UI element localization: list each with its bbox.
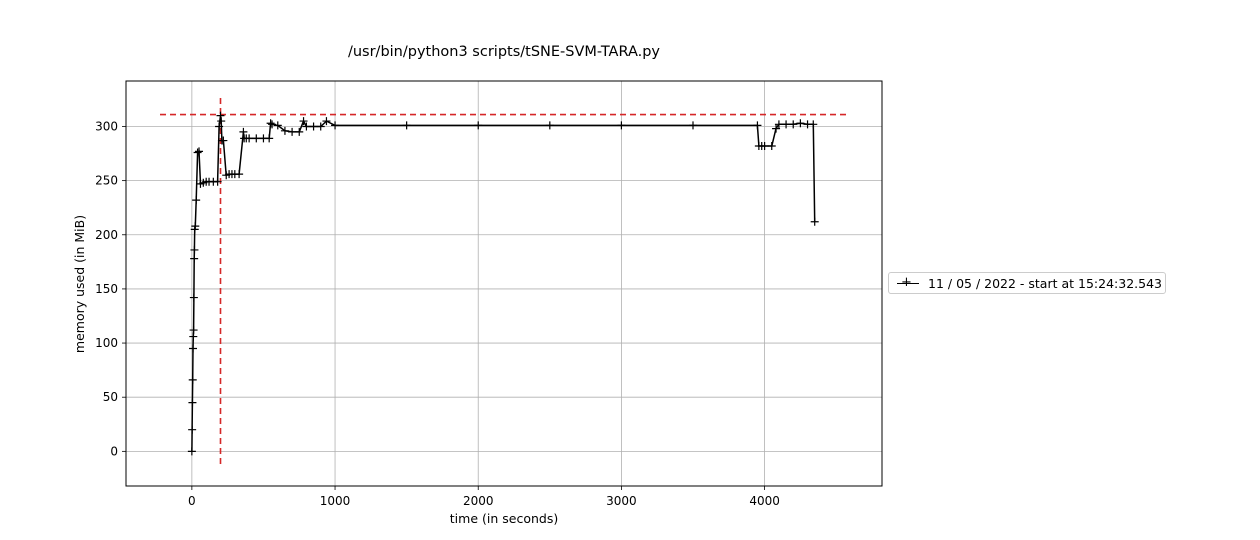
data-point-marker [309,122,318,131]
data-point-marker [295,127,304,136]
data-point-marker [316,122,325,131]
data-point-marker [213,177,222,186]
data-point-marker [195,147,204,156]
x-tick-label: 3000 [606,494,637,508]
y-tick-label: 150 [95,282,118,296]
data-point-marker [689,121,697,130]
y-axis: 0 50 100 150 200 250 300 [95,119,126,458]
x-tick-label: 1000 [320,494,351,508]
x-tick-label: 4000 [749,494,780,508]
data-point-marker [265,134,274,143]
data-point-marker [302,122,311,131]
data-point-marker [215,122,224,131]
data-point-marker [273,121,282,130]
legend-plus-marker-icon: + [901,275,912,290]
data-point-marker [188,398,197,407]
data-point-marker [268,120,277,129]
series-line [191,115,816,452]
data-point-marker [810,217,819,226]
data-point-marker [187,447,196,456]
data-point-marker [189,293,198,302]
data-point-marker [189,344,198,353]
data-point-marker [280,126,289,135]
y-tick-label: 200 [95,228,118,242]
data-point-marker [190,245,199,254]
data-point-marker [217,117,226,126]
data-point-marker [474,121,483,130]
x-axis: 0 1000 2000 3000 4000 [188,486,780,508]
x-tick-label: 2000 [463,494,494,508]
data-point-marker [216,111,225,120]
data-point-marker [299,117,308,126]
data-point-marker [239,127,248,136]
data-point-marker [192,196,201,205]
data-point-marker [617,121,626,130]
data-point-marker [767,141,776,150]
data-point-marker [796,119,805,128]
data-point-marker [188,425,197,434]
data-point-marker [322,117,331,126]
data-point-marker [191,222,200,231]
data-point-marker [189,326,198,335]
x-axis-label: time (in seconds) [450,511,558,526]
legend: + 11 / 05 / 2022 - start at 15:24:32.543 [888,272,1166,294]
legend-series-label: 11 / 05 / 2022 - start at 15:24:32.543 [928,276,1162,291]
y-axis-label: memory used (in MiB) [72,215,87,353]
grid [126,81,882,486]
data-point-marker [219,136,228,145]
data-point-marker [789,120,798,129]
plot-frame [125,80,883,487]
data-point-marker [402,121,411,130]
data-point-marker [809,120,818,129]
y-tick-label: 100 [95,336,118,350]
data-point-marker [772,124,781,133]
data-point-marker [331,121,340,130]
chart-title: /usr/bin/python3 scripts/tSNE-SVM-TARA.p… [348,44,660,60]
data-point-marker [190,254,199,263]
data-point-marker [252,134,261,143]
data-point-marker [245,134,254,143]
data-point-marker [188,375,197,384]
data-point-marker [545,121,554,130]
y-tick-label: 250 [95,174,118,188]
data-point-marker [760,141,769,150]
data-point-marker [193,148,202,157]
y-tick-label: 300 [95,119,118,133]
x-tick-label: 0 [188,494,196,508]
data-point-marker [774,120,783,129]
data-point-marker [235,170,244,179]
series-group [187,111,819,456]
data-point-marker [753,121,762,130]
reference-lines [160,98,848,468]
y-tick-label: 50 [103,390,118,404]
data-point-marker [266,119,275,128]
legend-line-swatch [897,283,919,284]
y-tick-label: 0 [110,444,118,458]
data-point-marker [288,127,297,136]
data-point-marker [782,120,791,129]
